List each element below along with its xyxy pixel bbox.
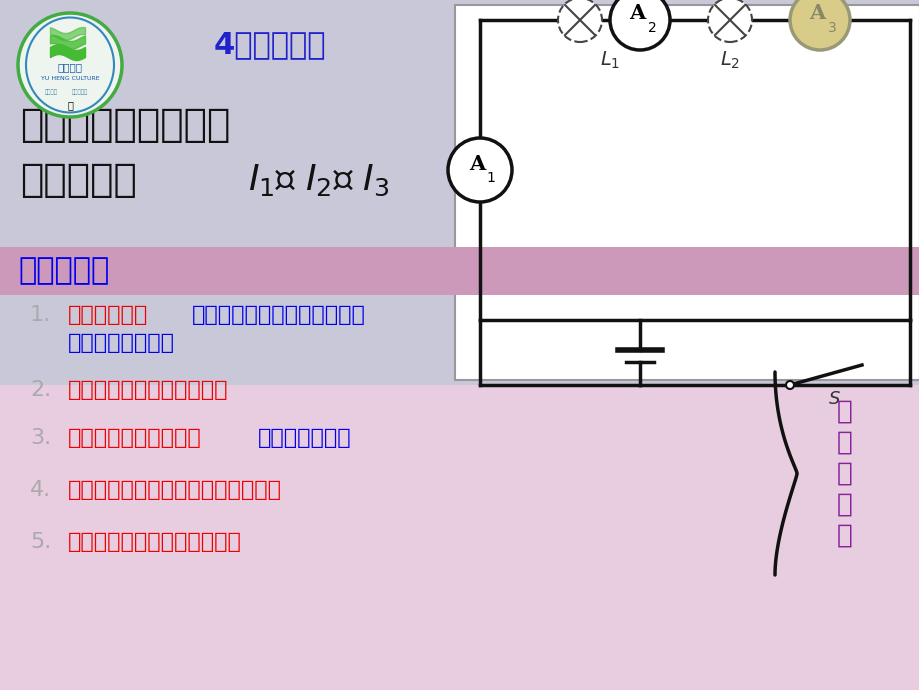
Text: 电流表的接线要正确：: 电流表的接线要正确： <box>68 428 201 448</box>
Text: 2.: 2. <box>30 380 51 400</box>
Circle shape <box>785 381 793 389</box>
Text: 要出现短路现象；: 要出现短路现象； <box>68 333 175 353</box>
Text: 3.: 3. <box>30 428 51 448</box>
Text: 接线时要注意: 接线时要注意 <box>68 305 148 325</box>
Circle shape <box>558 0 601 42</box>
Text: 各点电流：: 各点电流： <box>20 161 137 199</box>
Text: 开关必须处于断开的状态；不: 开关必须处于断开的状态；不 <box>192 305 366 325</box>
Text: 1.: 1. <box>30 305 51 325</box>
Text: 电
流
表
使
用: 电 流 表 使 用 <box>836 399 852 549</box>
Text: A: A <box>629 3 644 23</box>
Text: $L_2$: $L_2$ <box>720 50 739 70</box>
Text: 不得出现反接；: 不得出现反接； <box>257 428 351 448</box>
Text: 2: 2 <box>647 21 655 35</box>
Text: 🎓: 🎓 <box>67 100 73 110</box>
Text: $L_1$: $L_1$ <box>599 50 619 70</box>
Text: 4.: 4. <box>30 480 51 500</box>
Text: A: A <box>469 154 484 174</box>
Bar <box>455 5 919 380</box>
Text: 1: 1 <box>486 171 495 185</box>
Circle shape <box>18 13 122 117</box>
Text: 助学子成才: 助学子成才 <box>72 89 88 95</box>
Circle shape <box>448 138 512 202</box>
Text: 读数时要认清量程和分度值。: 读数时要认清量程和分度值。 <box>68 532 242 552</box>
Text: 电流表的量程要选准；要进行试触；: 电流表的量程要选准；要进行试触； <box>68 480 282 500</box>
Text: A: A <box>808 3 824 23</box>
Text: 3: 3 <box>827 21 835 35</box>
Circle shape <box>789 0 849 50</box>
Bar <box>0 385 919 690</box>
Bar <box>0 247 919 295</box>
Circle shape <box>708 0 751 42</box>
Text: YU HENG CULTURE: YU HENG CULTURE <box>40 77 99 81</box>
Text: 用电流表分别测电路: 用电流表分别测电路 <box>20 106 230 144</box>
Text: S: S <box>828 390 840 408</box>
Text: 宇恒文化: 宇恒文化 <box>57 62 83 72</box>
Text: 5.: 5. <box>30 532 51 552</box>
Bar <box>0 0 919 385</box>
Text: 4、进行实验: 4、进行实验 <box>213 30 326 59</box>
Text: 温馨提示：: 温馨提示： <box>18 257 109 286</box>
Circle shape <box>609 0 669 50</box>
Text: 电流表要跟被测电路串联；: 电流表要跟被测电路串联； <box>68 380 228 400</box>
Text: $I_1$、 $I_2$、 $I_3$: $I_1$、 $I_2$、 $I_3$ <box>248 162 389 197</box>
Text: 教育成长: 教育成长 <box>45 89 58 95</box>
